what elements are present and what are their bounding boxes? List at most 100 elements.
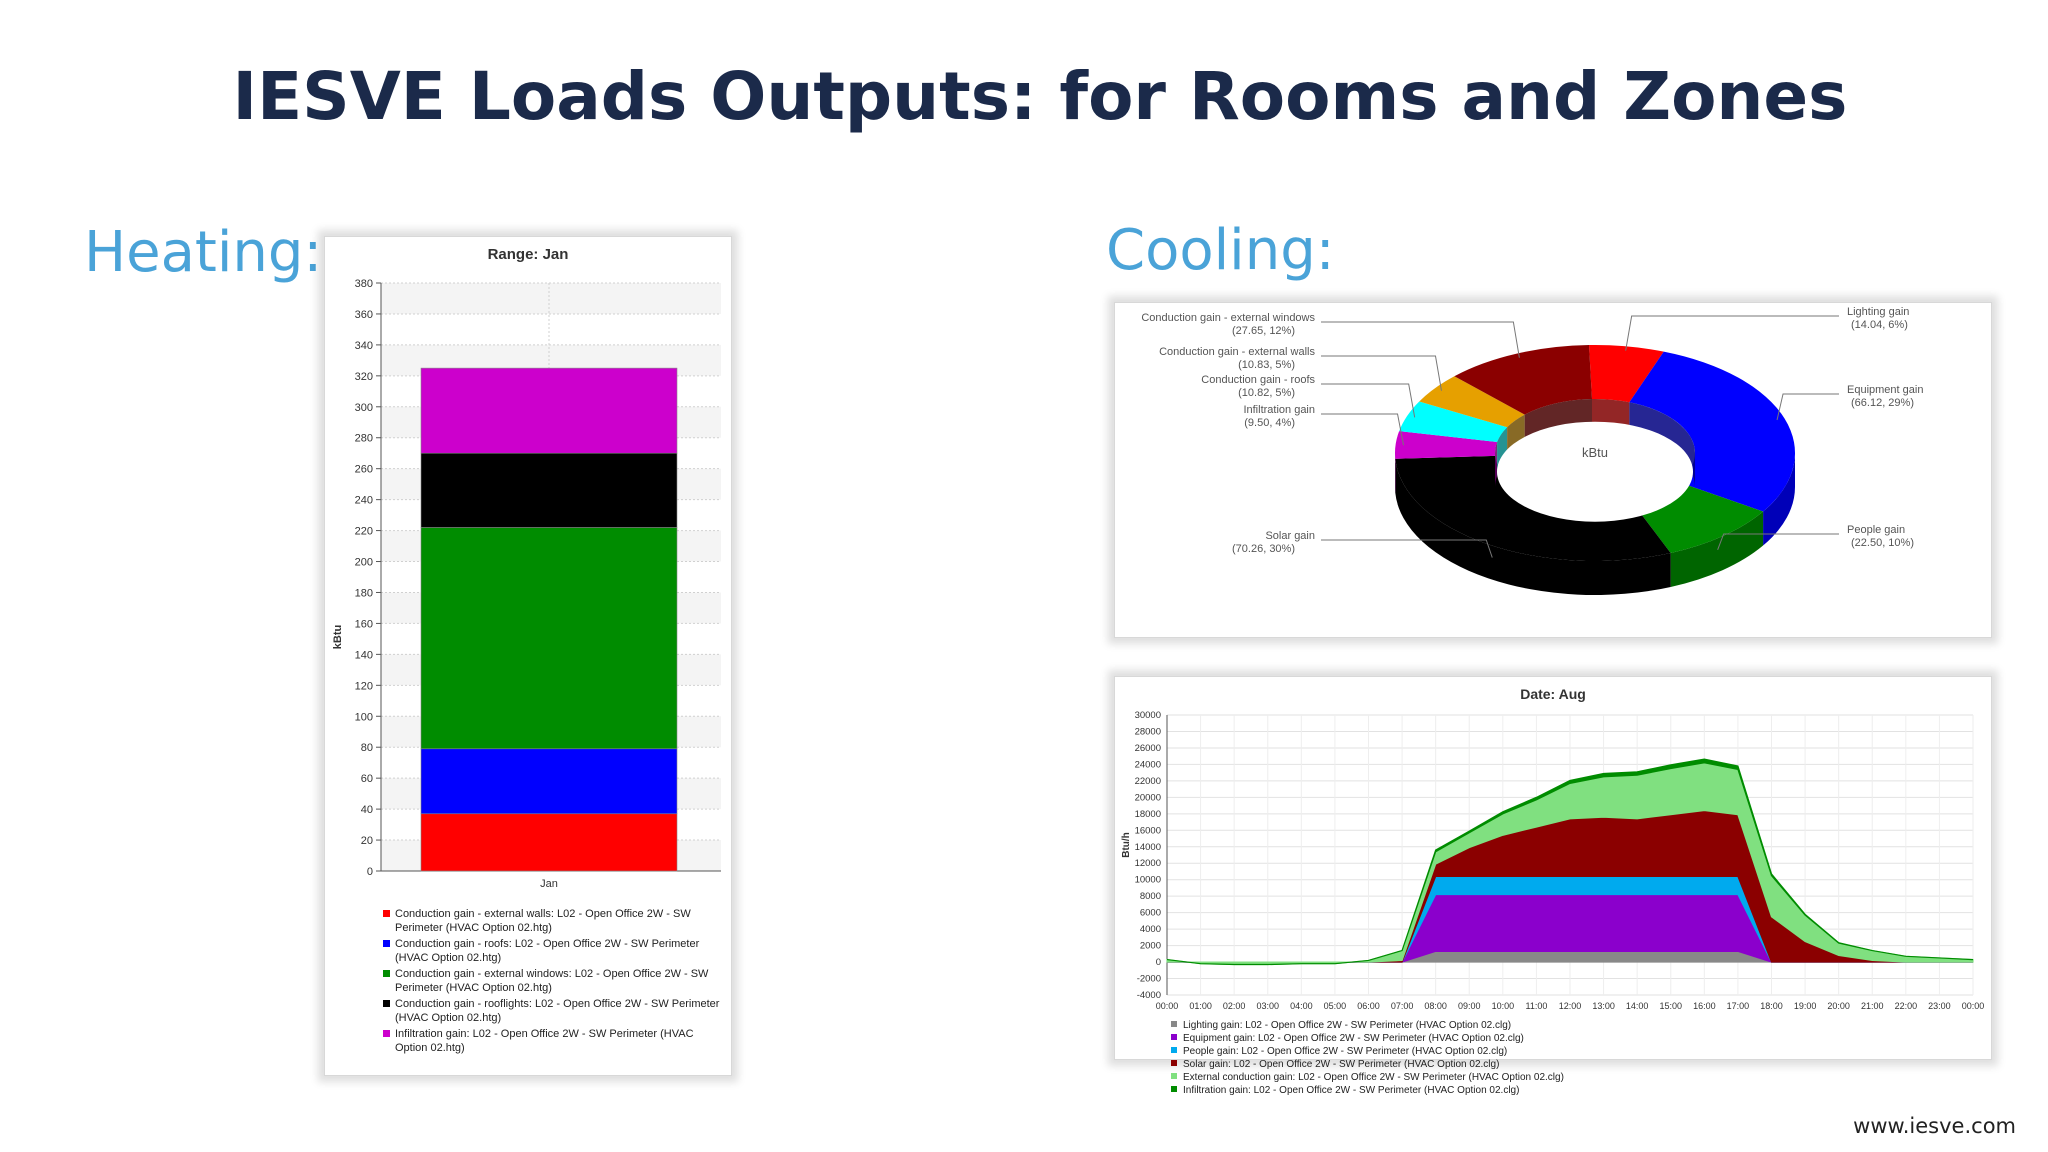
x-tick-label: 08:00 [1424, 1001, 1447, 1011]
y-tick-label: 26000 [1135, 743, 1161, 754]
x-tick-label: 01:00 [1189, 1001, 1212, 1011]
pie-slice-label: Lighting gain [1847, 306, 1909, 318]
y-tick-label: 4000 [1140, 924, 1161, 935]
pie-slice-value: (66.12, 29%) [1851, 397, 1914, 409]
x-tick-label: 18:00 [1760, 1001, 1783, 1011]
legend-swatch [383, 1030, 390, 1037]
legend-swatch [383, 1000, 390, 1007]
legend-item: Equipment gain: L02 - Open Office 2W - S… [1171, 1032, 1588, 1045]
heating-chart: Range: Jan 0 20 40 60 80 100 120 140 160 180 200 220… [332, 246, 721, 890]
legend-swatch [1171, 1047, 1177, 1053]
y-tick-label: 18000 [1135, 809, 1161, 820]
pie-leader-line [1321, 539, 1493, 558]
y-tick-label: -2000 [1137, 974, 1161, 985]
legend-swatch [1171, 1021, 1177, 1027]
chart-title: Range: Jan [488, 246, 569, 263]
cooling-area-chart: Date: Aug -4000 -2000 0 2000 4000 6000 8000 1000… [1121, 686, 1985, 1011]
legend-item: People gain: L02 - Open Office 2W - SW P… [1171, 1045, 1588, 1058]
legend-swatch [383, 910, 390, 917]
y-axis-label: kBtu [332, 625, 344, 649]
pie-leader-line [1321, 383, 1416, 418]
cooling-label: Cooling: [1106, 218, 1335, 283]
y-tick-label: 14000 [1135, 842, 1161, 853]
pie-slice [1399, 401, 1508, 443]
y-tick-label: 30000 [1135, 710, 1161, 721]
y-tick-label: 200 [355, 557, 373, 569]
x-tick-label: 22:00 [1895, 1001, 1918, 1011]
cooling-area-legend: Lighting gain: L02 - Open Office 2W - SW… [1171, 1019, 1981, 1097]
y-tick-label: 0 [1156, 957, 1161, 968]
legend-label: External conduction gain: L02 - Open Off… [1183, 1072, 1564, 1083]
legend-item: Conduction gain - external walls: L02 - … [383, 907, 721, 935]
y-tick-label: 8000 [1140, 891, 1161, 902]
legend-item: Solar gain: L02 - Open Office 2W - SW Pe… [1171, 1058, 1588, 1071]
legend-label: Conduction gain - roofs: L02 - Open Offi… [395, 938, 700, 964]
pie-slice-label: Conduction gain - external walls [1159, 346, 1315, 358]
pie-slice [1395, 431, 1498, 459]
heating-label: Heating: [84, 220, 323, 285]
pie-slice-value: (14.04, 6%) [1851, 319, 1908, 331]
legend-label: Infiltration gain: L02 - Open Office 2W … [1183, 1085, 1520, 1096]
y-tick-label: 60 [361, 773, 373, 785]
y-tick-label: 80 [361, 742, 373, 754]
chart-title: Date: Aug [1520, 686, 1586, 702]
grid-band [381, 283, 721, 314]
x-tick-label: 17:00 [1727, 1001, 1750, 1011]
legend-item: Infiltration gain: L02 - Open Office 2W … [1171, 1084, 1588, 1097]
bar-segment [420, 527, 678, 750]
cooling-pie-panel: kBtu Lighting gain (14.04, 6%) Equipment ga… [1114, 302, 1992, 638]
y-tick-label: 20 [361, 835, 373, 847]
y-tick-label: 140 [355, 649, 373, 661]
bar-segment [420, 452, 678, 528]
y-tick-label: 280 [355, 433, 373, 445]
legend-label: Conduction gain - external walls: L02 - … [395, 908, 691, 934]
y-tick-label: 2000 [1140, 941, 1161, 952]
website-url: www.iesve.com [1853, 1114, 2016, 1138]
x-tick-label: 14:00 [1626, 1001, 1649, 1011]
legend-swatch [1171, 1073, 1177, 1079]
cooling-area-panel: Date: Aug -4000 -2000 0 2000 4000 6000 8000 1000… [1114, 676, 1992, 1096]
pie-slice-label: Solar gain [1265, 530, 1315, 542]
y-tick-label: 12000 [1135, 858, 1161, 869]
y-tick-label: 220 [355, 526, 373, 538]
y-tick-label: 24000 [1135, 759, 1161, 770]
legend-label: Conduction gain - external windows: L02 … [395, 968, 709, 994]
pie-leader-line [1321, 413, 1405, 446]
legend-item: Conduction gain - roofs: L02 - Open Offi… [383, 937, 721, 965]
x-tick-label: 12:00 [1559, 1001, 1582, 1011]
pie-slice-value: (10.83, 5%) [1238, 359, 1295, 371]
legend-item: Lighting gain: L02 - Open Office 2W - SW… [1171, 1019, 1588, 1032]
x-tick-label: 23:00 [1928, 1001, 1951, 1011]
y-tick-label: 0 [367, 866, 373, 878]
x-tick-label: 02:00 [1223, 1001, 1246, 1011]
y-tick-label: 22000 [1135, 776, 1161, 787]
legend-swatch [1171, 1086, 1177, 1092]
legend-swatch [383, 940, 390, 947]
pie-inner-wall [1495, 442, 1498, 487]
heating-chart-panel: Range: Jan 0 20 40 60 80 100 120 140 160 180 200 220… [324, 236, 732, 1076]
pie-side-wall [1670, 511, 1764, 587]
pie-slice [1589, 345, 1664, 403]
x-tick-label: 04:00 [1290, 1001, 1313, 1011]
x-tick-label: 10:00 [1492, 1001, 1515, 1011]
x-tick-label: 21:00 [1861, 1001, 1884, 1011]
x-tick-label: 19:00 [1794, 1001, 1817, 1011]
pie-slice [1629, 351, 1795, 512]
cooling-pie-chart: kBtu Lighting gain(14.04, 6%) Equipment ga… [1141, 306, 1923, 595]
y-tick-label: 260 [355, 464, 373, 476]
legend-label: Equipment gain: L02 - Open Office 2W - S… [1183, 1033, 1524, 1044]
y-tick-label: 340 [355, 340, 373, 352]
x-tick-label: 15:00 [1659, 1001, 1682, 1011]
x-tick-label: 16:00 [1693, 1001, 1716, 1011]
legend-label: People gain: L02 - Open Office 2W - SW P… [1183, 1046, 1508, 1057]
x-tick-label: 00:00 [1962, 1001, 1985, 1011]
pie-slice-value: (22.50, 10%) [1851, 537, 1914, 549]
y-axis-label: Btu/h [1121, 832, 1132, 858]
legend-swatch [383, 970, 390, 977]
donut-hole [1497, 421, 1693, 522]
heating-legend: Conduction gain - external walls: L02 - … [383, 907, 721, 1057]
legend-label: Solar gain: L02 - Open Office 2W - SW Pe… [1183, 1059, 1500, 1070]
x-tick-label: 20:00 [1827, 1001, 1850, 1011]
legend-label: Conduction gain - rooflights: L02 - Open… [395, 998, 720, 1024]
x-tick-label: 00:00 [1156, 1001, 1179, 1011]
